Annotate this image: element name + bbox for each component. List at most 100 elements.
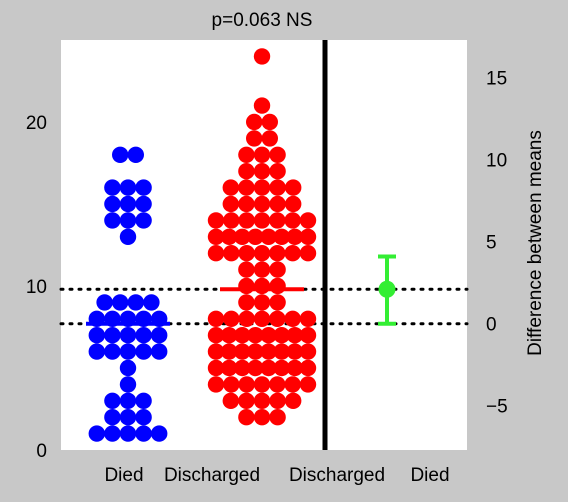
point-1-19-2 <box>253 392 271 409</box>
point-1-19-4 <box>285 392 302 409</box>
point-0-13-4 <box>151 425 168 442</box>
point-0-7-4 <box>151 327 168 344</box>
point-1-15-5 <box>273 327 290 344</box>
point-1-9-5 <box>273 228 290 245</box>
point-1-14-5 <box>284 310 301 327</box>
chart-title: p=0.063 NS <box>212 10 313 31</box>
point-1-16-0 <box>207 343 225 360</box>
point-0-12-2 <box>135 409 152 426</box>
point-0-13-3 <box>135 425 152 442</box>
point-0-5-0 <box>96 294 113 311</box>
point-1-18-6 <box>299 376 317 393</box>
right-tick-label-1: 0 <box>486 315 497 336</box>
point-1-7-0 <box>222 195 239 213</box>
point-1-17-2 <box>234 359 251 377</box>
left-tick-label-2: 20 <box>26 113 47 134</box>
left-tick-label-1: 10 <box>26 277 47 298</box>
point-1-1-0 <box>253 97 271 114</box>
point-0-3-1 <box>119 212 137 229</box>
point-1-12-0 <box>238 277 255 295</box>
right-tick-label-4: 15 <box>486 69 507 90</box>
point-1-11-1 <box>253 261 271 278</box>
point-0-0-1 <box>127 146 144 163</box>
point-0-8-1 <box>104 343 121 360</box>
point-1-4-2 <box>269 146 286 163</box>
point-1-15-6 <box>286 327 304 344</box>
point-1-11-2 <box>269 261 286 278</box>
point-1-17-4 <box>260 359 277 377</box>
category-label-2: Discharged <box>289 465 385 486</box>
point-1-19-0 <box>222 392 239 409</box>
point-1-15-0 <box>207 327 225 344</box>
point-1-5-0 <box>238 163 255 180</box>
point-0-3-2 <box>135 212 152 229</box>
left-tick-label-0: 0 <box>36 441 47 462</box>
point-0-2-0 <box>104 195 121 213</box>
right-tick-label-0: −5 <box>486 397 508 418</box>
point-1-20-2 <box>269 409 286 426</box>
point-1-2-1 <box>261 113 278 131</box>
point-1-17-5 <box>273 359 290 377</box>
point-0-8-0 <box>88 343 106 360</box>
point-1-2-0 <box>246 113 263 131</box>
point-1-14-1 <box>223 310 240 327</box>
difference-mean-point <box>378 280 396 298</box>
right-axis-title: Difference between means <box>525 130 546 356</box>
point-0-11-2 <box>135 392 152 409</box>
point-1-16-2 <box>234 343 251 360</box>
point-0-2-2 <box>135 195 152 213</box>
right-tick-label-2: 5 <box>486 233 497 254</box>
point-1-8-1 <box>223 212 240 229</box>
point-1-7-2 <box>253 195 271 213</box>
point-0-8-2 <box>119 343 137 360</box>
point-0-11-0 <box>104 392 121 409</box>
point-1-15-7 <box>299 327 317 344</box>
point-1-14-6 <box>299 310 317 327</box>
point-1-10-6 <box>299 245 317 262</box>
point-0-1-2 <box>135 179 152 196</box>
point-0-7-0 <box>88 327 106 344</box>
point-1-15-1 <box>220 327 238 344</box>
point-1-4-1 <box>253 146 271 163</box>
point-1-14-3 <box>253 310 271 327</box>
point-0-12-1 <box>119 409 137 426</box>
point-1-9-0 <box>207 228 225 245</box>
category-label-3: Died <box>410 465 449 486</box>
point-0-7-2 <box>119 327 137 344</box>
point-1-10-5 <box>284 245 301 262</box>
point-0-3-0 <box>104 212 121 229</box>
point-0-13-2 <box>119 425 137 442</box>
point-0-0-0 <box>112 146 129 163</box>
point-1-3-1 <box>261 130 278 147</box>
point-1-13-0 <box>238 294 255 311</box>
point-0-7-3 <box>135 327 152 344</box>
point-0-8-4 <box>151 343 168 360</box>
point-1-18-4 <box>269 376 286 393</box>
point-1-15-2 <box>234 327 251 344</box>
point-1-10-4 <box>269 245 286 262</box>
point-1-9-4 <box>260 228 277 245</box>
point-0-7-1 <box>104 327 121 344</box>
point-1-9-7 <box>299 228 317 245</box>
point-1-17-0 <box>207 359 225 377</box>
point-1-9-1 <box>220 228 238 245</box>
point-1-6-4 <box>285 179 302 196</box>
point-1-16-6 <box>286 343 304 360</box>
point-0-12-0 <box>104 409 121 426</box>
point-1-18-2 <box>238 376 255 393</box>
point-1-8-0 <box>207 212 225 229</box>
point-0-13-0 <box>88 425 106 442</box>
point-0-5-2 <box>127 294 144 311</box>
point-1-14-4 <box>269 310 286 327</box>
point-1-20-0 <box>238 409 255 426</box>
point-1-6-1 <box>238 179 255 196</box>
point-0-1-1 <box>119 179 137 196</box>
point-1-3-0 <box>246 130 263 147</box>
point-1-15-3 <box>247 327 264 344</box>
point-1-10-0 <box>207 245 225 262</box>
point-1-8-5 <box>284 212 301 229</box>
point-0-10-0 <box>119 376 137 393</box>
point-0-5-1 <box>112 294 129 311</box>
point-1-8-2 <box>238 212 255 229</box>
point-1-9-6 <box>286 228 304 245</box>
